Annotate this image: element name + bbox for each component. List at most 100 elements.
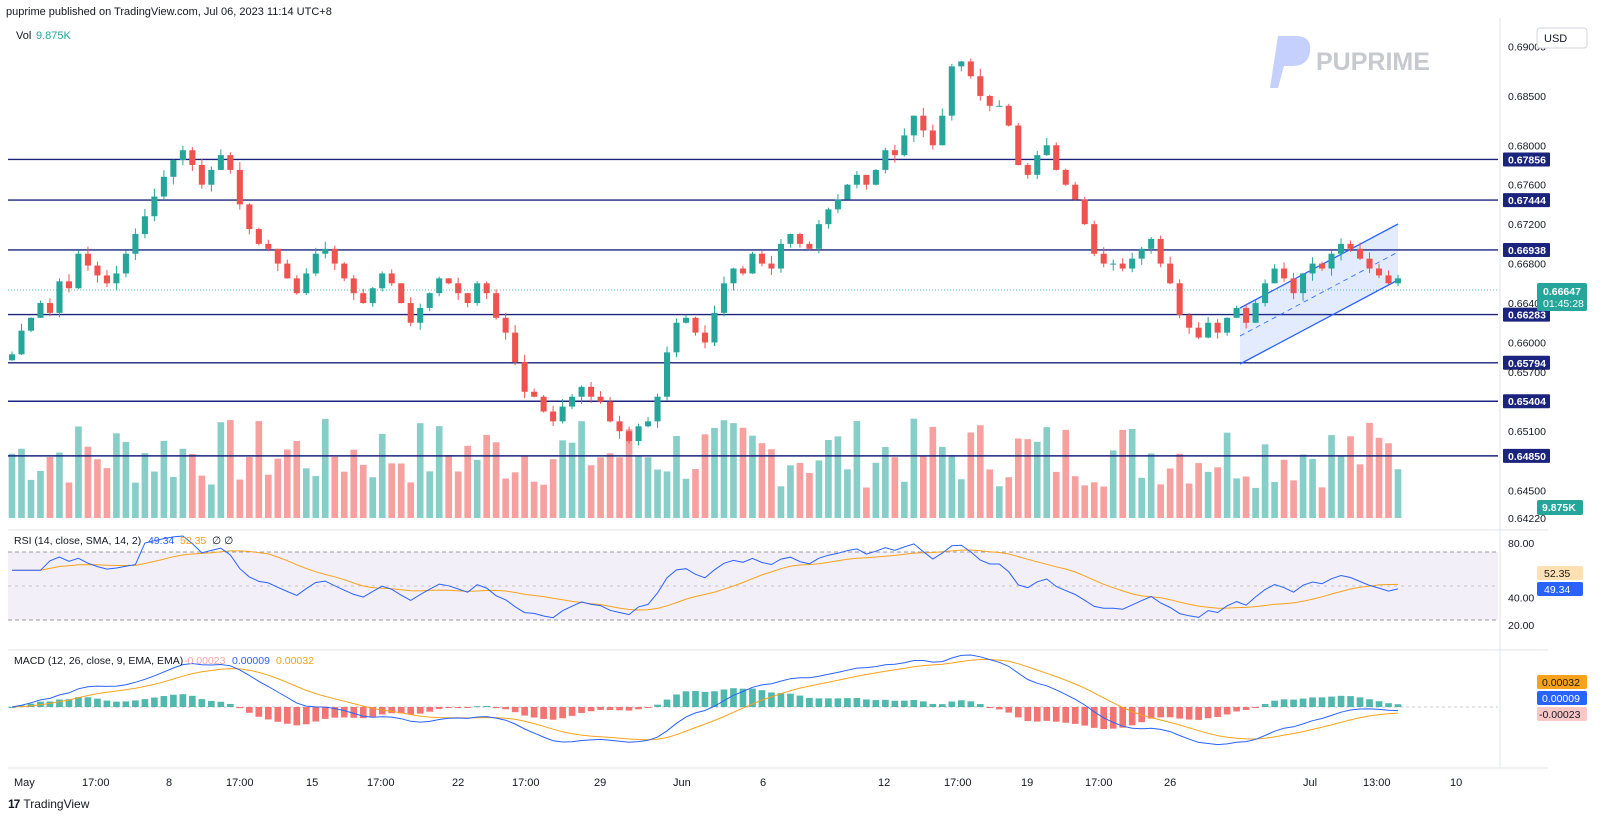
candle-body	[388, 273, 395, 284]
candle-body	[1024, 164, 1031, 175]
macd-hist-bar	[75, 697, 82, 707]
macd-hist-bar	[264, 707, 272, 720]
volume-bar	[986, 469, 994, 518]
macd-line	[11, 654, 1399, 746]
candle-body	[350, 278, 357, 294]
level-badge	[1503, 394, 1550, 409]
macd-hist-bar	[94, 698, 101, 707]
volume-bar	[692, 469, 699, 518]
volume-bar	[179, 448, 187, 518]
candle-body	[796, 234, 803, 244]
macd-hist-bar	[65, 699, 73, 707]
volume-bar	[1119, 429, 1127, 518]
volume-bar	[435, 426, 443, 518]
volume-bar	[606, 453, 614, 518]
volume-bar	[388, 463, 396, 518]
macd-hist-bar	[749, 688, 756, 707]
candle-body	[455, 283, 462, 294]
candle-body	[227, 155, 234, 170]
macd-hist-bar	[84, 697, 92, 707]
macd-hist-bar	[1252, 707, 1259, 708]
candle-body	[1233, 307, 1240, 318]
macd-hist-bar	[1185, 707, 1193, 720]
volume-bar	[1090, 482, 1098, 518]
volume-bar	[644, 457, 652, 518]
candle-body	[977, 76, 984, 96]
candle-body	[1366, 258, 1373, 269]
volume-bar	[274, 458, 282, 518]
time-axis-tick: 26	[1164, 777, 1176, 789]
macd-hist-bar	[359, 707, 367, 719]
volume-bar	[264, 474, 272, 518]
volume-bar	[730, 423, 737, 518]
candle-body	[550, 411, 557, 422]
volume-bar	[1062, 429, 1070, 518]
tradingview-footer[interactable]: 17 TradingView	[8, 797, 89, 811]
macd-hist-bar	[625, 707, 633, 711]
macd-hist-bar	[540, 707, 547, 719]
candle-body	[1186, 314, 1193, 328]
volume-bar	[540, 484, 547, 518]
candle-body	[303, 273, 310, 294]
macd-hist-bar	[701, 691, 709, 707]
volume-bar	[1280, 459, 1288, 518]
candle-body	[436, 278, 443, 294]
volume-bar	[625, 429, 633, 518]
macd-hist-badge	[1537, 707, 1587, 721]
rsi-axis-tick: 40.00	[1508, 593, 1534, 605]
volume-bar	[1375, 437, 1383, 518]
macd-hist-bar	[378, 707, 386, 715]
macd-hist-bar	[1385, 703, 1392, 707]
macd-hist-bar	[739, 688, 747, 707]
candle-body	[569, 396, 576, 407]
macd-hist-bar	[8, 707, 16, 708]
currency-box[interactable]	[1536, 27, 1588, 49]
candle-body	[777, 243, 784, 269]
macd-hist-bar	[312, 707, 320, 722]
volume-bar	[749, 435, 756, 518]
volume-bar	[340, 471, 348, 518]
volume-bar	[407, 482, 415, 518]
level-badge	[1503, 355, 1550, 370]
volume-bar	[976, 425, 984, 518]
volume-bar	[777, 486, 785, 518]
volume-bar	[160, 440, 168, 518]
volume-bar	[94, 459, 101, 518]
macd-hist-bar	[1233, 707, 1240, 712]
volume-bar	[255, 421, 263, 518]
candle-body	[132, 234, 139, 254]
volume-bar	[1043, 427, 1051, 518]
candle-body	[1271, 268, 1278, 284]
macd-hist-bar	[995, 707, 1003, 710]
candle-body	[1309, 263, 1316, 274]
volume-bar	[616, 457, 623, 518]
price-axis-tick: 0.67200	[1508, 219, 1546, 231]
candle-body	[986, 95, 993, 106]
macd-hist-bar	[1328, 696, 1335, 707]
candle-body	[1195, 327, 1202, 338]
candle-body	[84, 253, 91, 266]
macd-hist-bar	[1347, 696, 1354, 707]
volume-bar	[1347, 436, 1354, 518]
macd-hist-bar	[616, 707, 623, 711]
macd-hist-bar	[1081, 707, 1089, 726]
volume-bar	[1071, 476, 1079, 518]
volume-bar	[891, 457, 899, 518]
macd-hist-bar	[170, 694, 177, 707]
macd-signal-badge-value: 0.00032	[1542, 677, 1580, 689]
candle-body	[8, 354, 16, 361]
macd-hist-bar	[217, 701, 225, 707]
candle-body	[1300, 273, 1307, 294]
candle-body	[768, 263, 775, 269]
macd-hist-bar	[1033, 707, 1041, 722]
macd-hist-bar	[901, 700, 908, 707]
candle-body	[103, 275, 110, 284]
time-axis-tick: 29	[594, 777, 606, 789]
macd-hist-bar	[1337, 695, 1345, 707]
volume-bar	[1223, 432, 1231, 518]
macd-hist-bar	[426, 707, 434, 712]
price-axis-tick: 0.67600	[1508, 180, 1546, 192]
candle-body	[739, 268, 747, 274]
